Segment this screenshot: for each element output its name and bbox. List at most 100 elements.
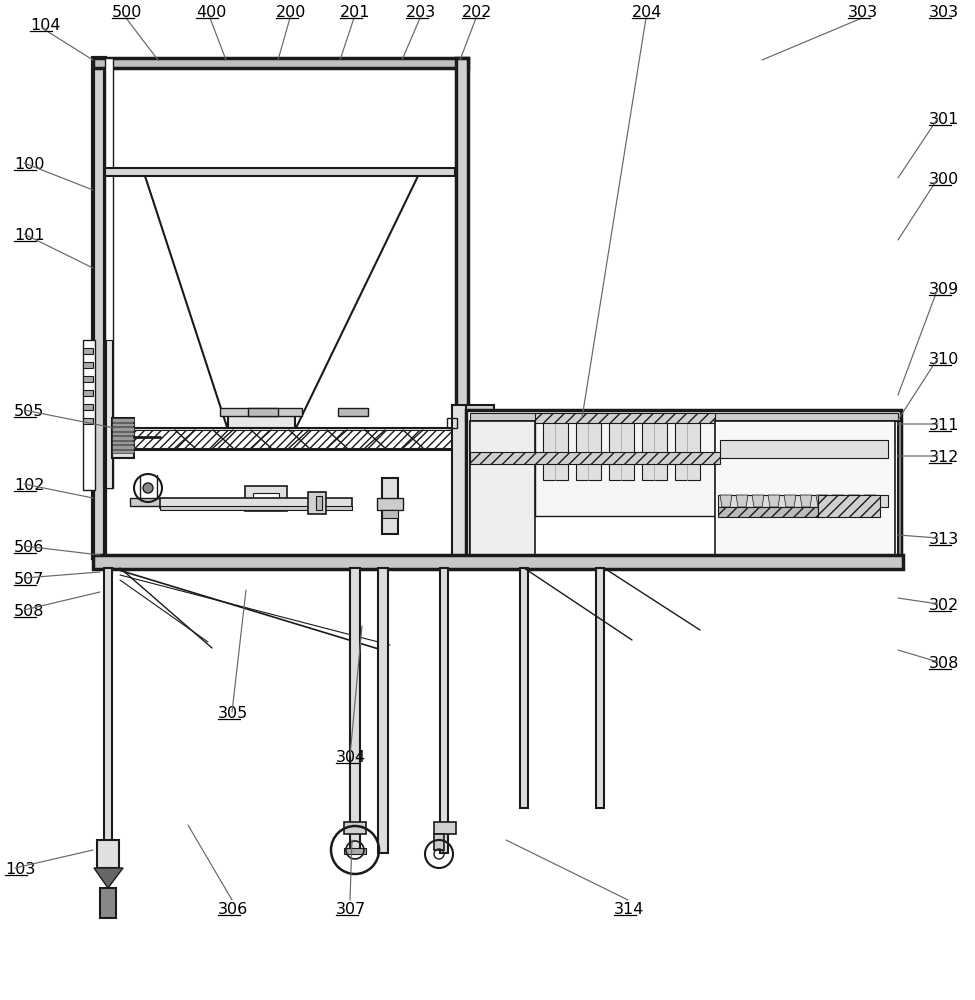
Bar — [112, 450, 134, 453]
Bar — [470, 421, 535, 555]
Text: 500: 500 — [112, 5, 142, 20]
Bar — [112, 427, 134, 430]
Bar — [228, 416, 295, 440]
Bar — [898, 421, 902, 555]
Polygon shape — [736, 495, 748, 507]
Bar — [160, 506, 352, 510]
Text: 308: 308 — [928, 656, 959, 671]
Bar — [718, 495, 888, 507]
Bar — [112, 418, 134, 422]
Bar — [434, 834, 444, 850]
Bar — [97, 840, 119, 868]
Text: 301: 301 — [928, 112, 959, 127]
Text: 202: 202 — [462, 5, 492, 20]
Text: 505: 505 — [14, 404, 45, 419]
Text: 506: 506 — [14, 540, 45, 555]
Bar — [470, 413, 898, 421]
Polygon shape — [832, 495, 844, 507]
Bar — [248, 408, 278, 416]
Text: 307: 307 — [336, 902, 367, 917]
Bar — [93, 555, 903, 569]
Bar — [160, 498, 352, 508]
Bar — [118, 428, 468, 450]
Bar — [93, 58, 105, 558]
Polygon shape — [609, 421, 634, 480]
Bar — [112, 432, 134, 435]
Bar — [535, 413, 715, 423]
Bar — [466, 405, 494, 423]
Bar — [718, 507, 818, 517]
Bar — [382, 510, 398, 518]
Bar — [105, 58, 113, 488]
Text: 305: 305 — [218, 706, 249, 721]
Bar — [720, 440, 888, 458]
Bar — [83, 418, 93, 424]
Bar — [520, 568, 528, 808]
Bar — [818, 495, 880, 517]
Polygon shape — [543, 421, 568, 480]
Polygon shape — [642, 421, 667, 480]
Bar — [228, 432, 295, 440]
Bar — [104, 568, 112, 876]
Text: 306: 306 — [218, 902, 249, 917]
Bar — [434, 822, 456, 834]
Polygon shape — [864, 495, 876, 507]
Bar — [466, 418, 494, 426]
Bar — [344, 822, 366, 834]
Bar — [535, 421, 715, 516]
Bar — [105, 168, 455, 176]
Text: 304: 304 — [336, 750, 367, 765]
Text: 104: 104 — [30, 18, 60, 33]
Text: 314: 314 — [614, 902, 644, 917]
Text: 201: 201 — [340, 5, 370, 20]
Bar — [83, 390, 93, 396]
Polygon shape — [768, 495, 780, 507]
Bar — [350, 568, 360, 853]
Bar — [112, 445, 134, 448]
Bar — [344, 848, 366, 854]
Bar — [83, 340, 95, 490]
Text: 400: 400 — [196, 5, 226, 20]
Text: 309: 309 — [928, 282, 958, 297]
Text: 103: 103 — [5, 862, 35, 877]
Bar — [377, 498, 403, 510]
Polygon shape — [720, 495, 732, 507]
Polygon shape — [752, 495, 764, 507]
Polygon shape — [848, 495, 860, 507]
Text: 300: 300 — [928, 172, 958, 187]
Circle shape — [143, 483, 153, 493]
Text: 302: 302 — [928, 598, 958, 613]
Bar — [112, 422, 134, 426]
Bar — [308, 492, 326, 514]
Text: 200: 200 — [276, 5, 306, 20]
Bar — [118, 430, 466, 448]
Bar — [338, 408, 368, 416]
Bar — [83, 404, 93, 410]
Bar — [106, 340, 112, 488]
Bar — [100, 888, 116, 918]
Bar — [83, 376, 93, 382]
Bar — [456, 58, 468, 558]
Text: 102: 102 — [14, 478, 45, 493]
Text: 204: 204 — [632, 5, 662, 20]
Polygon shape — [675, 421, 700, 480]
Bar — [245, 486, 287, 511]
Bar — [93, 58, 468, 68]
Bar — [440, 568, 448, 853]
Polygon shape — [94, 868, 123, 888]
Bar — [83, 348, 93, 354]
Text: 507: 507 — [14, 572, 45, 587]
Bar — [253, 493, 279, 505]
Polygon shape — [576, 421, 601, 480]
Bar — [470, 452, 720, 464]
Text: 508: 508 — [14, 604, 45, 619]
Polygon shape — [816, 495, 828, 507]
Text: 311: 311 — [928, 418, 959, 433]
Bar — [382, 478, 398, 534]
Text: 100: 100 — [14, 157, 45, 172]
Bar — [112, 440, 134, 444]
Polygon shape — [784, 495, 796, 507]
Bar — [112, 418, 134, 458]
Bar — [466, 410, 901, 560]
Bar — [112, 436, 134, 440]
